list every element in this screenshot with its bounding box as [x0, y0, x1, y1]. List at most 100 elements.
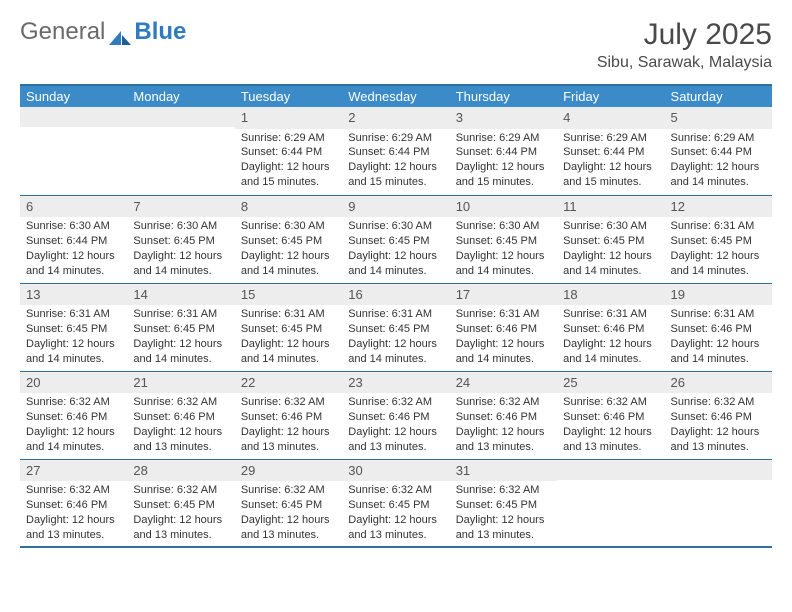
brand-logo: General Blue [20, 18, 186, 46]
day-details: Sunrise: 6:32 AMSunset: 6:46 PMDaylight:… [665, 393, 772, 458]
daylight-text: Daylight: 12 hours and 15 minutes. [241, 160, 336, 190]
sunset-text: Sunset: 6:45 PM [133, 234, 228, 249]
day-number: 17 [450, 284, 557, 306]
sunrise-text: Sunrise: 6:29 AM [456, 131, 551, 146]
sunset-text: Sunset: 6:45 PM [241, 498, 336, 513]
calendar-day-cell: 5Sunrise: 6:29 AMSunset: 6:44 PMDaylight… [665, 107, 772, 195]
daylight-text: Daylight: 12 hours and 13 minutes. [241, 513, 336, 543]
calendar-day-cell: 3Sunrise: 6:29 AMSunset: 6:44 PMDaylight… [450, 107, 557, 195]
daylight-text: Daylight: 12 hours and 13 minutes. [563, 425, 658, 455]
daylight-text: Daylight: 12 hours and 14 minutes. [133, 337, 228, 367]
sunset-text: Sunset: 6:44 PM [241, 145, 336, 160]
day-details: Sunrise: 6:32 AMSunset: 6:45 PMDaylight:… [127, 481, 234, 546]
sunrise-text: Sunrise: 6:30 AM [26, 219, 121, 234]
sunset-text: Sunset: 6:44 PM [26, 234, 121, 249]
weekday-header: Sunday [20, 85, 127, 107]
sunrise-text: Sunrise: 6:32 AM [456, 395, 551, 410]
day-details: Sunrise: 6:31 AMSunset: 6:45 PMDaylight:… [665, 217, 772, 282]
calendar-day-cell: 19Sunrise: 6:31 AMSunset: 6:46 PMDayligh… [665, 283, 772, 371]
brand-general: General [20, 18, 105, 46]
daylight-text: Daylight: 12 hours and 14 minutes. [133, 249, 228, 279]
sunrise-text: Sunrise: 6:30 AM [348, 219, 443, 234]
day-number: 8 [235, 196, 342, 218]
month-title: July 2025 [597, 18, 772, 52]
day-number: 1 [235, 107, 342, 129]
sunrise-text: Sunrise: 6:32 AM [348, 395, 443, 410]
day-details: Sunrise: 6:29 AMSunset: 6:44 PMDaylight:… [342, 129, 449, 194]
day-number: 5 [665, 107, 772, 129]
daylight-text: Daylight: 12 hours and 13 minutes. [133, 425, 228, 455]
day-details: Sunrise: 6:32 AMSunset: 6:46 PMDaylight:… [450, 393, 557, 458]
day-number: 31 [450, 460, 557, 482]
sunrise-text: Sunrise: 6:32 AM [133, 483, 228, 498]
sunset-text: Sunset: 6:45 PM [671, 234, 766, 249]
daylight-text: Daylight: 12 hours and 14 minutes. [241, 249, 336, 279]
calendar-day-cell: 23Sunrise: 6:32 AMSunset: 6:46 PMDayligh… [342, 371, 449, 459]
sunrise-text: Sunrise: 6:31 AM [671, 307, 766, 322]
day-details: Sunrise: 6:32 AMSunset: 6:45 PMDaylight:… [450, 481, 557, 546]
daylight-text: Daylight: 12 hours and 14 minutes. [671, 249, 766, 279]
daylight-text: Daylight: 12 hours and 14 minutes. [563, 249, 658, 279]
sunset-text: Sunset: 6:45 PM [456, 498, 551, 513]
day-details: Sunrise: 6:32 AMSunset: 6:46 PMDaylight:… [342, 393, 449, 458]
day-details: Sunrise: 6:32 AMSunset: 6:45 PMDaylight:… [342, 481, 449, 546]
sunset-text: Sunset: 6:46 PM [456, 322, 551, 337]
weekday-header: Saturday [665, 85, 772, 107]
sunset-text: Sunset: 6:46 PM [456, 410, 551, 425]
sunset-text: Sunset: 6:45 PM [563, 234, 658, 249]
calendar-day-cell: 24Sunrise: 6:32 AMSunset: 6:46 PMDayligh… [450, 371, 557, 459]
sunset-text: Sunset: 6:46 PM [563, 410, 658, 425]
daylight-text: Daylight: 12 hours and 14 minutes. [26, 425, 121, 455]
weekday-header-row: SundayMondayTuesdayWednesdayThursdayFrid… [20, 85, 772, 107]
day-details: Sunrise: 6:31 AMSunset: 6:46 PMDaylight:… [665, 305, 772, 370]
calendar-day-cell: 27Sunrise: 6:32 AMSunset: 6:46 PMDayligh… [20, 459, 127, 547]
calendar-day-cell: 30Sunrise: 6:32 AMSunset: 6:45 PMDayligh… [342, 459, 449, 547]
sunset-text: Sunset: 6:45 PM [348, 234, 443, 249]
sunrise-text: Sunrise: 6:32 AM [241, 483, 336, 498]
empty-daynum [665, 460, 772, 480]
sunset-text: Sunset: 6:45 PM [456, 234, 551, 249]
day-number: 18 [557, 284, 664, 306]
sunrise-text: Sunrise: 6:31 AM [26, 307, 121, 322]
calendar-day-cell: 17Sunrise: 6:31 AMSunset: 6:46 PMDayligh… [450, 283, 557, 371]
sunset-text: Sunset: 6:46 PM [348, 410, 443, 425]
daylight-text: Daylight: 12 hours and 14 minutes. [26, 249, 121, 279]
sunrise-text: Sunrise: 6:32 AM [26, 483, 121, 498]
sunrise-text: Sunrise: 6:31 AM [133, 307, 228, 322]
weekday-header: Thursday [450, 85, 557, 107]
day-details: Sunrise: 6:31 AMSunset: 6:46 PMDaylight:… [557, 305, 664, 370]
calendar-empty-cell [557, 459, 664, 547]
sunset-text: Sunset: 6:45 PM [348, 498, 443, 513]
weekday-header: Friday [557, 85, 664, 107]
calendar-day-cell: 1Sunrise: 6:29 AMSunset: 6:44 PMDaylight… [235, 107, 342, 195]
brand-blue: Blue [134, 18, 186, 46]
day-details: Sunrise: 6:32 AMSunset: 6:46 PMDaylight:… [235, 393, 342, 458]
calendar-day-cell: 9Sunrise: 6:30 AMSunset: 6:45 PMDaylight… [342, 195, 449, 283]
calendar-empty-cell [20, 107, 127, 195]
daylight-text: Daylight: 12 hours and 13 minutes. [133, 513, 228, 543]
day-number: 20 [20, 372, 127, 394]
sunrise-text: Sunrise: 6:30 AM [563, 219, 658, 234]
daylight-text: Daylight: 12 hours and 15 minutes. [456, 160, 551, 190]
sunrise-text: Sunrise: 6:32 AM [26, 395, 121, 410]
logo-sail-icon [109, 24, 131, 40]
calendar-table: SundayMondayTuesdayWednesdayThursdayFrid… [20, 84, 772, 548]
empty-daynum [557, 460, 664, 480]
calendar-day-cell: 12Sunrise: 6:31 AMSunset: 6:45 PMDayligh… [665, 195, 772, 283]
sunrise-text: Sunrise: 6:29 AM [671, 131, 766, 146]
sunrise-text: Sunrise: 6:30 AM [241, 219, 336, 234]
daylight-text: Daylight: 12 hours and 15 minutes. [563, 160, 658, 190]
sunrise-text: Sunrise: 6:29 AM [563, 131, 658, 146]
day-number: 11 [557, 196, 664, 218]
sunrise-text: Sunrise: 6:30 AM [456, 219, 551, 234]
daylight-text: Daylight: 12 hours and 14 minutes. [563, 337, 658, 367]
day-number: 6 [20, 196, 127, 218]
day-details: Sunrise: 6:31 AMSunset: 6:45 PMDaylight:… [127, 305, 234, 370]
location-label: Sibu, Sarawak, Malaysia [597, 54, 772, 72]
day-details: Sunrise: 6:32 AMSunset: 6:46 PMDaylight:… [20, 393, 127, 458]
daylight-text: Daylight: 12 hours and 13 minutes. [26, 513, 121, 543]
day-number: 13 [20, 284, 127, 306]
day-number: 4 [557, 107, 664, 129]
day-number: 2 [342, 107, 449, 129]
day-details: Sunrise: 6:29 AMSunset: 6:44 PMDaylight:… [665, 129, 772, 194]
